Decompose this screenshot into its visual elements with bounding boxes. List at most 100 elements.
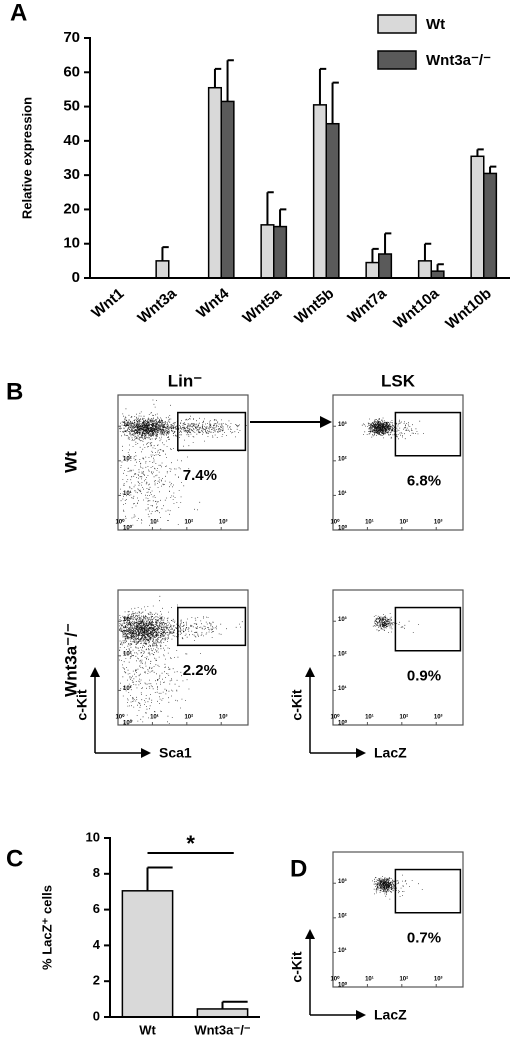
dot-cloud [361,417,424,440]
y-tick-label: 4 [93,937,101,952]
y-tick-label: 30 [63,166,80,183]
y-tick-label: 10³ [338,421,347,428]
error-bar [489,165,497,174]
x-tick-label: 10² [399,714,408,721]
axis-arrow [309,675,358,754]
bar [312,104,327,279]
y-tick-label: 10¹ [123,490,132,497]
plot-frame [332,851,464,988]
panel-label: D [290,855,307,882]
gate [394,868,462,914]
y-tick-label: 70 [63,29,80,46]
y-tick-label: 6 [93,901,100,916]
bar [260,224,275,279]
plot-frame [332,589,464,726]
error-bar [146,866,173,891]
x-tick-label: Wnt1 [88,285,127,322]
y-tick-label: 10⁰ [338,720,348,727]
gate-arrowhead [320,416,332,428]
column-title: LSK [381,371,416,390]
x-tick-label: Wnt5b [291,285,337,327]
y-tick-label: 10³ [338,616,347,623]
x-tick-label: 10⁰ [115,519,125,526]
x-tick-label: 10¹ [365,976,374,983]
y-tick-label: 10¹ [338,685,347,692]
x-tick-label: 10¹ [365,519,374,526]
bar [196,1008,249,1018]
plot-frame [117,589,249,726]
dot-cloud [119,595,243,724]
x-tick-label: 10³ [219,714,228,721]
legend-label: Wnt3a⁻/⁻ [426,52,491,69]
error-bar [226,59,234,102]
dot-cloud [372,874,423,900]
y-tick-label: 10¹ [338,947,347,954]
arrowhead [356,748,366,758]
bar [417,260,432,279]
y-tick-label: 0 [93,1008,100,1023]
y-tick-label: 8 [93,865,100,880]
y-axis-label: Relative expression [19,97,34,219]
error-bar [331,81,339,124]
panel-label: A [10,0,27,26]
panel-label: C [6,845,23,872]
x-tick-label: 10⁰ [330,714,340,721]
y-tick-label: 0 [72,269,80,286]
y-tick-label: 20 [63,200,80,217]
error-bar [423,242,432,261]
gate-label: 2.2% [183,662,217,679]
x-tick-label: 10⁰ [330,976,340,983]
x-tick-label: 10⁰ [115,714,125,721]
y-axis-label: c-Kit [289,951,305,982]
gate-label: 7.4% [183,467,217,484]
gate-label: 0.7% [407,929,441,946]
error-bar [476,148,484,157]
dot-cloud [372,613,419,633]
y-tick-label: 2 [93,973,100,988]
arrowhead [356,1010,366,1020]
x-tick-label: Wnt7a [344,285,390,327]
arrowhead [305,667,315,677]
x-tick-label: 10¹ [365,714,374,721]
x-tick-label: 10¹ [150,519,159,526]
y-tick-label: 10⁰ [338,982,348,989]
x-tick-label: Wt [139,1022,156,1037]
dot-cloud [119,399,247,530]
y-tick-label: 10³ [123,616,132,623]
x-tick-label: 10² [184,519,193,526]
legend-swatch [377,50,417,70]
y-tick-label: 60 [63,63,80,80]
y-tick-label: 10¹ [123,685,132,692]
bar [207,86,222,279]
y-tick-label: 10² [338,650,347,657]
x-tick-label: 10¹ [150,714,159,721]
gate [394,606,462,652]
y-tick-label: 10² [123,455,132,462]
annotation: * [186,831,195,856]
bar [430,270,445,279]
error-bar [221,1000,248,1009]
gate [177,411,247,452]
error-bar [161,246,169,261]
gate [394,411,462,457]
x-tick-label: 10³ [219,519,228,526]
plot-frame [332,394,464,531]
y-tick-label: 10² [338,912,347,919]
arrowhead [141,748,151,758]
x-tick-label: 10² [399,976,408,983]
bar [220,100,235,279]
error-bar [436,263,444,272]
legend-swatch [377,14,417,34]
legend-label: Wt [426,16,445,33]
bar [483,172,498,279]
y-tick-label: 10 [86,829,100,844]
y-tick-label: 10⁰ [123,720,133,727]
error-bar [384,232,392,254]
x-tick-label: 10³ [434,976,443,983]
x-axis-label: LacZ [374,745,407,761]
axis-arrow [309,937,358,1016]
y-tick-label: 10¹ [338,490,347,497]
row-label: Wnt3a⁻/⁻ [61,623,80,697]
x-tick-label: 10³ [434,714,443,721]
